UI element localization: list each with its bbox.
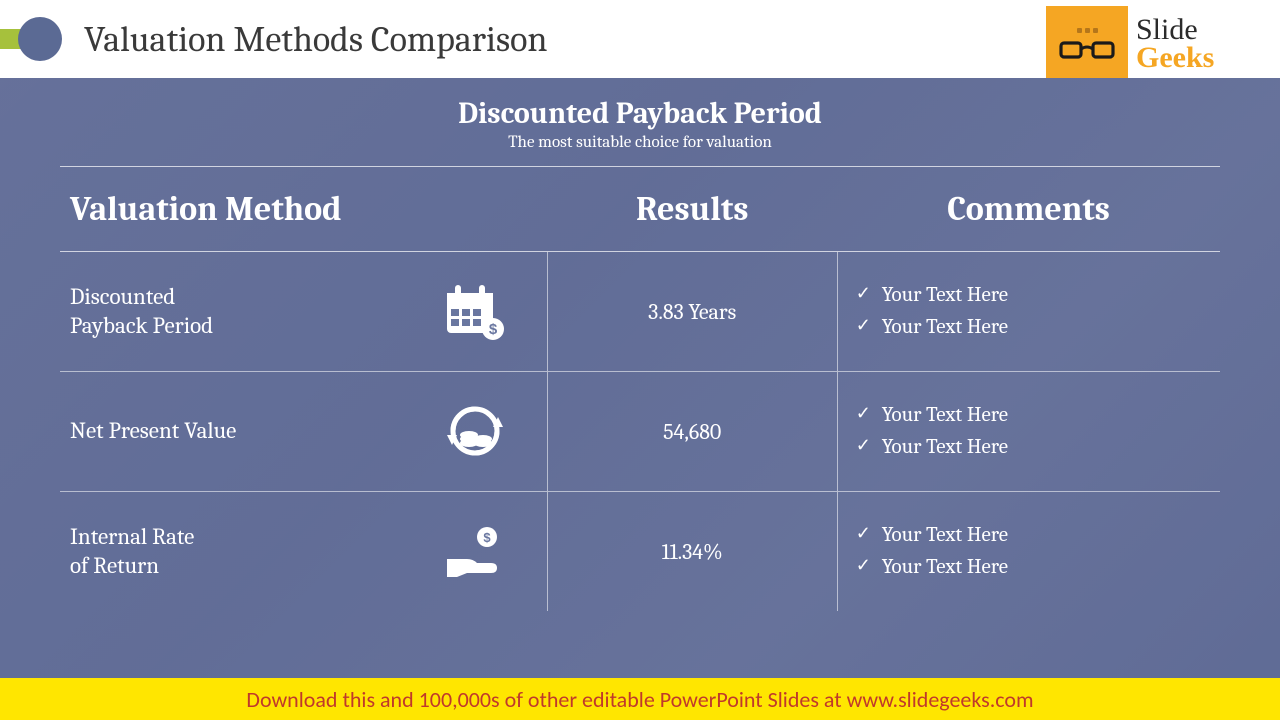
slide-header: Valuation Methods Comparison Slide Geeks (0, 0, 1280, 78)
result-value: 3.83 Years (547, 252, 837, 372)
col-results: Results (547, 167, 837, 252)
svg-text:$: $ (489, 321, 498, 338)
result-value: 54,680 (547, 372, 837, 492)
table-row: Net Present Value (60, 372, 1220, 492)
hand-coin-icon: $ (443, 523, 507, 581)
comment-item: Your Text Here (882, 552, 1210, 584)
main-heading-block: Discounted Payback Period The most suita… (60, 96, 1220, 167)
method-line1: Net Present Value (70, 417, 236, 444)
comment-item: Your Text Here (882, 400, 1210, 432)
comments-cell: Your Text Here Your Text Here (837, 372, 1220, 492)
valuation-table: Valuation Method Results Comments Discou… (60, 167, 1220, 611)
col-comments: Comments (837, 167, 1220, 252)
svg-text:$: $ (483, 530, 491, 545)
logo-line2: Geeks (1136, 44, 1264, 73)
comments-cell: Your Text Here Your Text Here (837, 252, 1220, 372)
comments-cell: Your Text Here Your Text Here (837, 492, 1220, 612)
comment-item: Your Text Here (882, 432, 1210, 464)
method-line1: Internal Rate (70, 523, 194, 550)
comment-item: Your Text Here (882, 280, 1210, 312)
method-line2: of Return (70, 552, 159, 579)
method-line2: Payback Period (70, 312, 213, 339)
glasses-icon (1059, 39, 1115, 61)
footer-banner: Download this and 100,000s of other edit… (0, 678, 1280, 720)
method-label: Internal Rate of Return (70, 523, 194, 581)
method-line1: Discounted (70, 283, 175, 310)
coins-cycle-icon (443, 403, 507, 461)
footer-text: Download this and 100,000s of other edit… (246, 686, 1033, 713)
header-circle-icon (18, 17, 62, 61)
slidegeeks-logo: Slide Geeks (1046, 6, 1264, 82)
calendar-money-icon: $ (443, 283, 507, 341)
main-heading: Discounted Payback Period (60, 96, 1220, 131)
col-method: Valuation Method (60, 167, 547, 252)
main-panel: Discounted Payback Period The most suita… (0, 78, 1280, 678)
result-value: 11.34% (547, 492, 837, 612)
table-row: Internal Rate of Return $ 11.34% (60, 492, 1220, 612)
logo-line1: Slide (1136, 16, 1264, 45)
logo-text: Slide Geeks (1128, 6, 1264, 82)
page-title: Valuation Methods Comparison (84, 19, 548, 60)
method-label: Discounted Payback Period (70, 283, 213, 341)
table-row: Discounted Payback Period (60, 252, 1220, 372)
comment-item: Your Text Here (882, 312, 1210, 344)
logo-badge (1046, 6, 1128, 82)
comment-item: Your Text Here (882, 520, 1210, 552)
method-label: Net Present Value (70, 417, 236, 446)
table-header-row: Valuation Method Results Comments (60, 167, 1220, 252)
main-subheading: The most suitable choice for valuation (60, 133, 1220, 152)
logo-dots-icon (1077, 28, 1098, 33)
